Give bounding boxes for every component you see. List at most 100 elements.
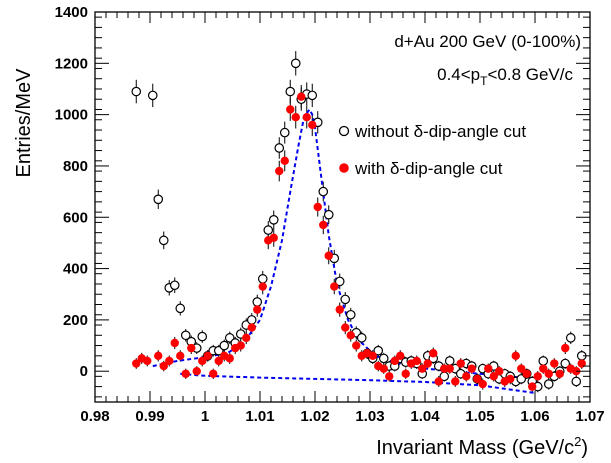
point-with-cut	[236, 341, 245, 350]
point-without-cut	[131, 86, 142, 97]
fit-curve	[180, 372, 536, 394]
legend-label-without-cut: without δ-dip-angle cut	[354, 122, 526, 141]
point-with-cut	[495, 367, 504, 376]
y-tick-label: 600	[63, 209, 88, 226]
point-without-cut	[257, 274, 268, 284]
point-with-cut	[341, 323, 350, 332]
x-tick-label: 1	[201, 408, 209, 425]
point-with-cut	[209, 369, 218, 378]
point-with-cut	[539, 364, 548, 373]
plot-frame	[94, 11, 591, 403]
point-with-cut	[484, 364, 493, 373]
x-tick-label: 1.02	[300, 408, 329, 425]
point-without-cut	[373, 345, 384, 356]
point-with-cut	[203, 351, 212, 361]
legend-open-circle-marker	[338, 125, 350, 137]
point-with-cut	[473, 374, 482, 384]
legend: without δ-dip-angle cut with δ-dip-angle…	[338, 122, 526, 178]
point-with-cut	[176, 351, 185, 361]
point-with-cut	[390, 356, 399, 366]
annotation-line1: d+Au 200 GeV (0-100%)	[394, 32, 581, 51]
point-with-cut	[462, 372, 471, 381]
x-axis-title: Invariant Mass (GeV/c2)	[376, 434, 588, 459]
x-tick-label: 1.03	[355, 408, 384, 425]
point-with-cut	[275, 166, 284, 176]
legend-label-with-cut: with δ-dip-angle cut	[354, 159, 503, 178]
point-with-cut	[324, 251, 333, 260]
point-with-cut	[159, 361, 168, 371]
point-without-cut	[180, 330, 191, 341]
point-without-cut	[444, 356, 455, 366]
point-with-cut	[528, 382, 537, 391]
point-with-cut	[242, 333, 251, 343]
point-with-cut	[517, 364, 526, 373]
point-with-cut	[198, 356, 207, 366]
x-tick-label: 0.98	[80, 408, 109, 425]
point-without-cut	[268, 215, 279, 225]
point-with-cut	[313, 202, 322, 212]
point-with-cut	[379, 364, 388, 373]
point-with-cut	[352, 341, 361, 350]
point-with-cut	[330, 282, 339, 291]
point-without-cut	[378, 353, 389, 364]
legend-filled-circle-marker	[339, 163, 349, 173]
point-with-cut	[418, 364, 427, 373]
point-with-cut	[522, 369, 531, 378]
point-without-cut	[246, 315, 257, 325]
x-tick-label: 1.06	[520, 408, 549, 425]
point-without-cut	[274, 143, 285, 153]
point-with-cut	[467, 364, 476, 373]
x-tick-label: 1.04	[410, 408, 440, 425]
point-with-cut	[561, 343, 570, 353]
point-with-cut	[181, 369, 190, 378]
y-tick-label: 1200	[55, 55, 88, 72]
point-without-cut	[252, 297, 263, 307]
point-with-cut	[187, 343, 196, 353]
x-tick-label: 1.05	[465, 408, 494, 425]
point-with-cut	[456, 359, 465, 368]
data-points	[131, 58, 587, 392]
point-with-cut	[335, 305, 344, 314]
point-without-cut	[169, 280, 180, 291]
y-axis-title: Entries/MeV	[13, 68, 35, 178]
point-with-cut	[308, 120, 317, 130]
y-tick-label: 400	[63, 261, 88, 278]
point-with-cut	[286, 105, 295, 114]
point-with-cut	[506, 374, 515, 384]
point-with-cut	[346, 331, 355, 340]
point-with-cut	[396, 351, 405, 361]
point-without-cut	[279, 127, 290, 138]
point-without-cut	[290, 58, 301, 69]
y-tick-label: 1000	[55, 107, 88, 124]
point-with-cut	[555, 369, 564, 378]
point-with-cut	[132, 359, 141, 368]
y-tick-label: 1400	[55, 4, 88, 21]
point-with-cut	[434, 377, 443, 386]
point-without-cut	[153, 194, 164, 205]
y-tick-label: 0	[80, 363, 88, 380]
axes: 0.98 0.99 1 1.01 1.02 1.03 1.04 1.05 1.06 1.07 0 20…	[55, 4, 605, 425]
point-without-cut	[147, 90, 158, 101]
point-with-cut	[214, 356, 223, 366]
point-with-cut	[258, 282, 267, 291]
point-without-cut	[158, 235, 169, 246]
point-without-cut	[197, 331, 208, 342]
point-without-cut	[543, 379, 554, 389]
point-without-cut	[334, 276, 345, 287]
point-without-cut	[318, 186, 329, 197]
fit-curve	[152, 107, 536, 380]
point-with-cut	[192, 367, 201, 376]
x-tick-label: 1.01	[245, 408, 274, 425]
point-without-cut	[219, 340, 230, 351]
point-with-cut	[247, 323, 256, 332]
point-with-cut	[302, 112, 311, 122]
point-with-cut	[511, 351, 520, 361]
point-without-cut	[565, 333, 576, 343]
point-with-cut	[253, 305, 262, 314]
point-with-cut	[297, 92, 306, 101]
point-without-cut	[356, 333, 367, 343]
point-without-cut	[340, 294, 351, 305]
point-with-cut	[368, 351, 377, 361]
point-without-cut	[263, 225, 274, 235]
